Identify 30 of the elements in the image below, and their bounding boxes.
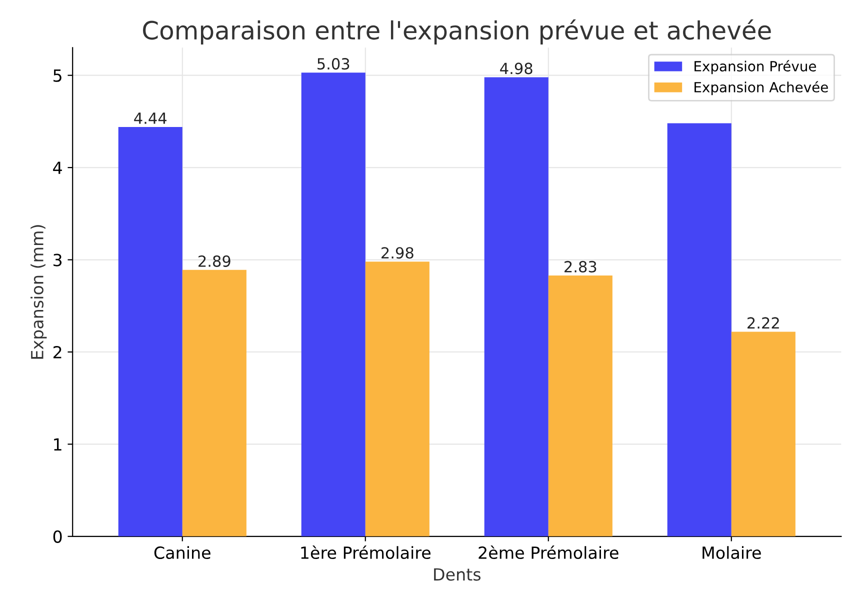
legend-label: Expansion Prévue — [694, 60, 816, 74]
legend-label: Expansion Achevée — [694, 81, 828, 96]
y-tick-label: 2 — [53, 346, 62, 358]
data-label: 4.44 — [134, 112, 167, 124]
x-tick-label: Molaire — [702, 546, 761, 560]
y-tick-label: 5 — [54, 70, 62, 82]
data-label: 4.98 — [500, 62, 532, 74]
data-label: 5.03 — [318, 58, 350, 70]
data-label: 2.98 — [382, 247, 414, 259]
y-tick-label: 3 — [54, 254, 62, 266]
x-tick-label: Canine — [154, 546, 210, 560]
data-label: 2.83 — [564, 260, 596, 272]
bar — [731, 332, 796, 536]
bar — [484, 77, 548, 536]
x-axis-title: Dents — [434, 568, 481, 581]
bar — [365, 262, 430, 536]
bar — [301, 72, 366, 536]
x-tick-label: 1ère Prémolaire — [301, 545, 431, 560]
data-label: 2.89 — [198, 255, 230, 267]
bar — [667, 123, 732, 536]
y-tick-label: 4 — [53, 162, 62, 174]
bar — [118, 126, 182, 536]
y-tick-label: 0 — [53, 530, 62, 543]
data-label: 2.22 — [748, 317, 779, 329]
y-tick-label: 1 — [54, 438, 62, 451]
x-tick-label: 2ème Prémolaire — [478, 545, 618, 560]
bar — [182, 270, 246, 536]
bar — [548, 275, 612, 536]
y-axis-title: Expansion (mm) — [30, 225, 47, 359]
chart-title: Comparaison entre l'expansion prévue et achevée — [142, 19, 771, 45]
